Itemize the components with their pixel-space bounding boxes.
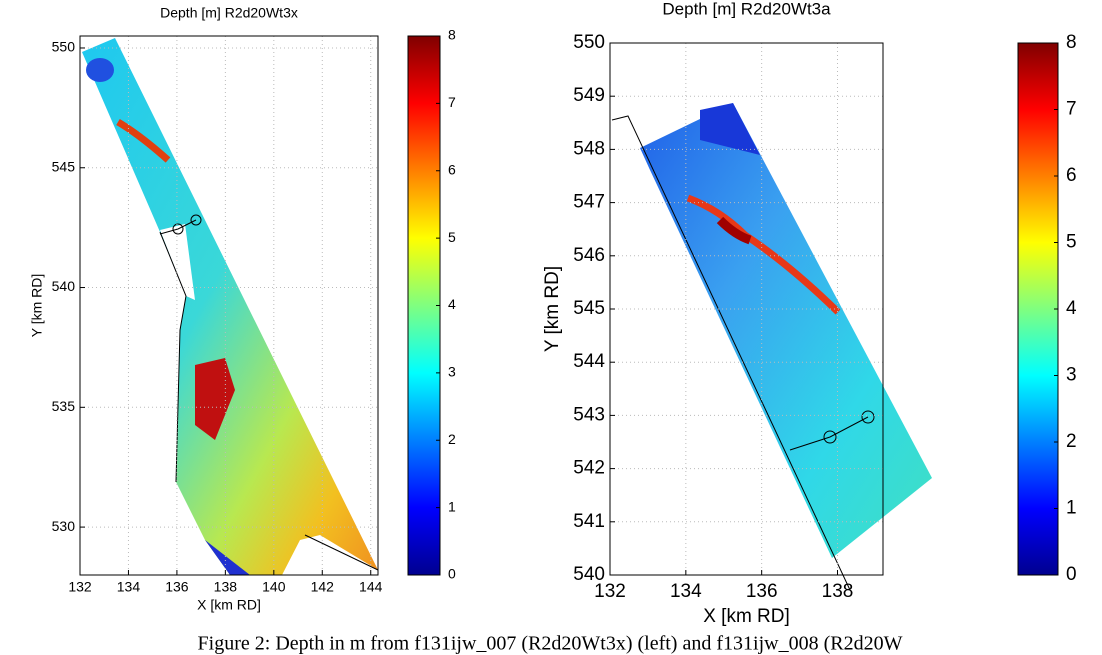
colorbar-tick-label: 7 xyxy=(448,94,456,110)
colorbar-tick-label: 8 xyxy=(1066,32,1077,53)
colorbar-tick-label: 3 xyxy=(448,364,456,380)
y-tick-label: 545 xyxy=(573,298,605,319)
y-tick-label: 544 xyxy=(573,351,605,372)
chart-title: Depth [m] R2d20Wt3a xyxy=(662,0,831,18)
colorbar-tick-label: 8 xyxy=(448,27,456,43)
x-tick-label: 136 xyxy=(746,581,778,602)
y-tick-label: 542 xyxy=(573,458,605,479)
x-tick-label: 132 xyxy=(594,581,626,602)
x-tick-label: 132 xyxy=(68,578,92,594)
axes-box xyxy=(79,35,379,576)
colorbar-tick-label: 2 xyxy=(448,431,456,447)
x-tick-label: 140 xyxy=(262,578,286,594)
colorbar-tick-label: 1 xyxy=(448,498,456,514)
x-tick-label: 142 xyxy=(311,578,335,594)
x-tick-label: 136 xyxy=(165,578,189,594)
y-tick-label: 545 xyxy=(52,158,76,174)
y-tick-label: 547 xyxy=(573,192,605,213)
y-tick-label: 549 xyxy=(573,85,605,106)
y-tick-label: 550 xyxy=(573,32,605,53)
y-tick-label: 548 xyxy=(573,138,605,159)
y-tick-label: 530 xyxy=(52,518,76,534)
colorbar xyxy=(1017,42,1059,576)
colorbar xyxy=(407,35,441,576)
colorbar-tick-label: 2 xyxy=(1066,431,1077,452)
x-tick-label: 138 xyxy=(822,581,854,602)
colorbar-tick-label: 0 xyxy=(1066,564,1077,585)
depth-field-left xyxy=(82,38,379,575)
x-axis-label: X [km RD] xyxy=(197,597,261,613)
y-tick-label: 535 xyxy=(52,398,76,414)
y-tick-label: 541 xyxy=(573,511,605,532)
y-axis-label: Y [km RD] xyxy=(29,274,45,338)
x-tick-label: 134 xyxy=(670,581,702,602)
colorbar-tick-label: 4 xyxy=(448,296,456,312)
colorbar-tick-label: 1 xyxy=(1066,498,1077,519)
depth-field-right xyxy=(611,103,932,591)
y-tick-label: 540 xyxy=(573,564,605,585)
colorbar-tick-label: 4 xyxy=(1066,298,1077,319)
x-axis-label: X [km RD] xyxy=(703,606,790,627)
y-tick-label: 550 xyxy=(52,39,76,55)
colorbar-tick-label: 6 xyxy=(1066,165,1077,186)
caption: Figure 2: Depth in m from f131ijw_007 (R… xyxy=(198,633,903,655)
x-tick-label: 138 xyxy=(214,578,238,594)
y-tick-label: 546 xyxy=(573,245,605,266)
y-axis-label: Y [km RD] xyxy=(542,266,563,352)
y-tick-label: 540 xyxy=(52,278,76,294)
colorbar-tick-label: 5 xyxy=(1066,232,1077,253)
colorbar-tick-label: 7 xyxy=(1066,99,1077,120)
colorbar-tick-label: 6 xyxy=(448,161,456,177)
x-tick-label: 134 xyxy=(117,578,141,594)
colorbar-tick-label: 0 xyxy=(448,566,456,582)
axes-box xyxy=(609,42,884,576)
y-tick-label: 543 xyxy=(573,404,605,425)
x-tick-label: 144 xyxy=(359,578,383,594)
colorbar-tick-label: 3 xyxy=(1066,365,1077,386)
colorbar-tick-label: 5 xyxy=(448,229,456,245)
chart-title: Depth [m] R2d20Wt3x xyxy=(160,5,298,21)
